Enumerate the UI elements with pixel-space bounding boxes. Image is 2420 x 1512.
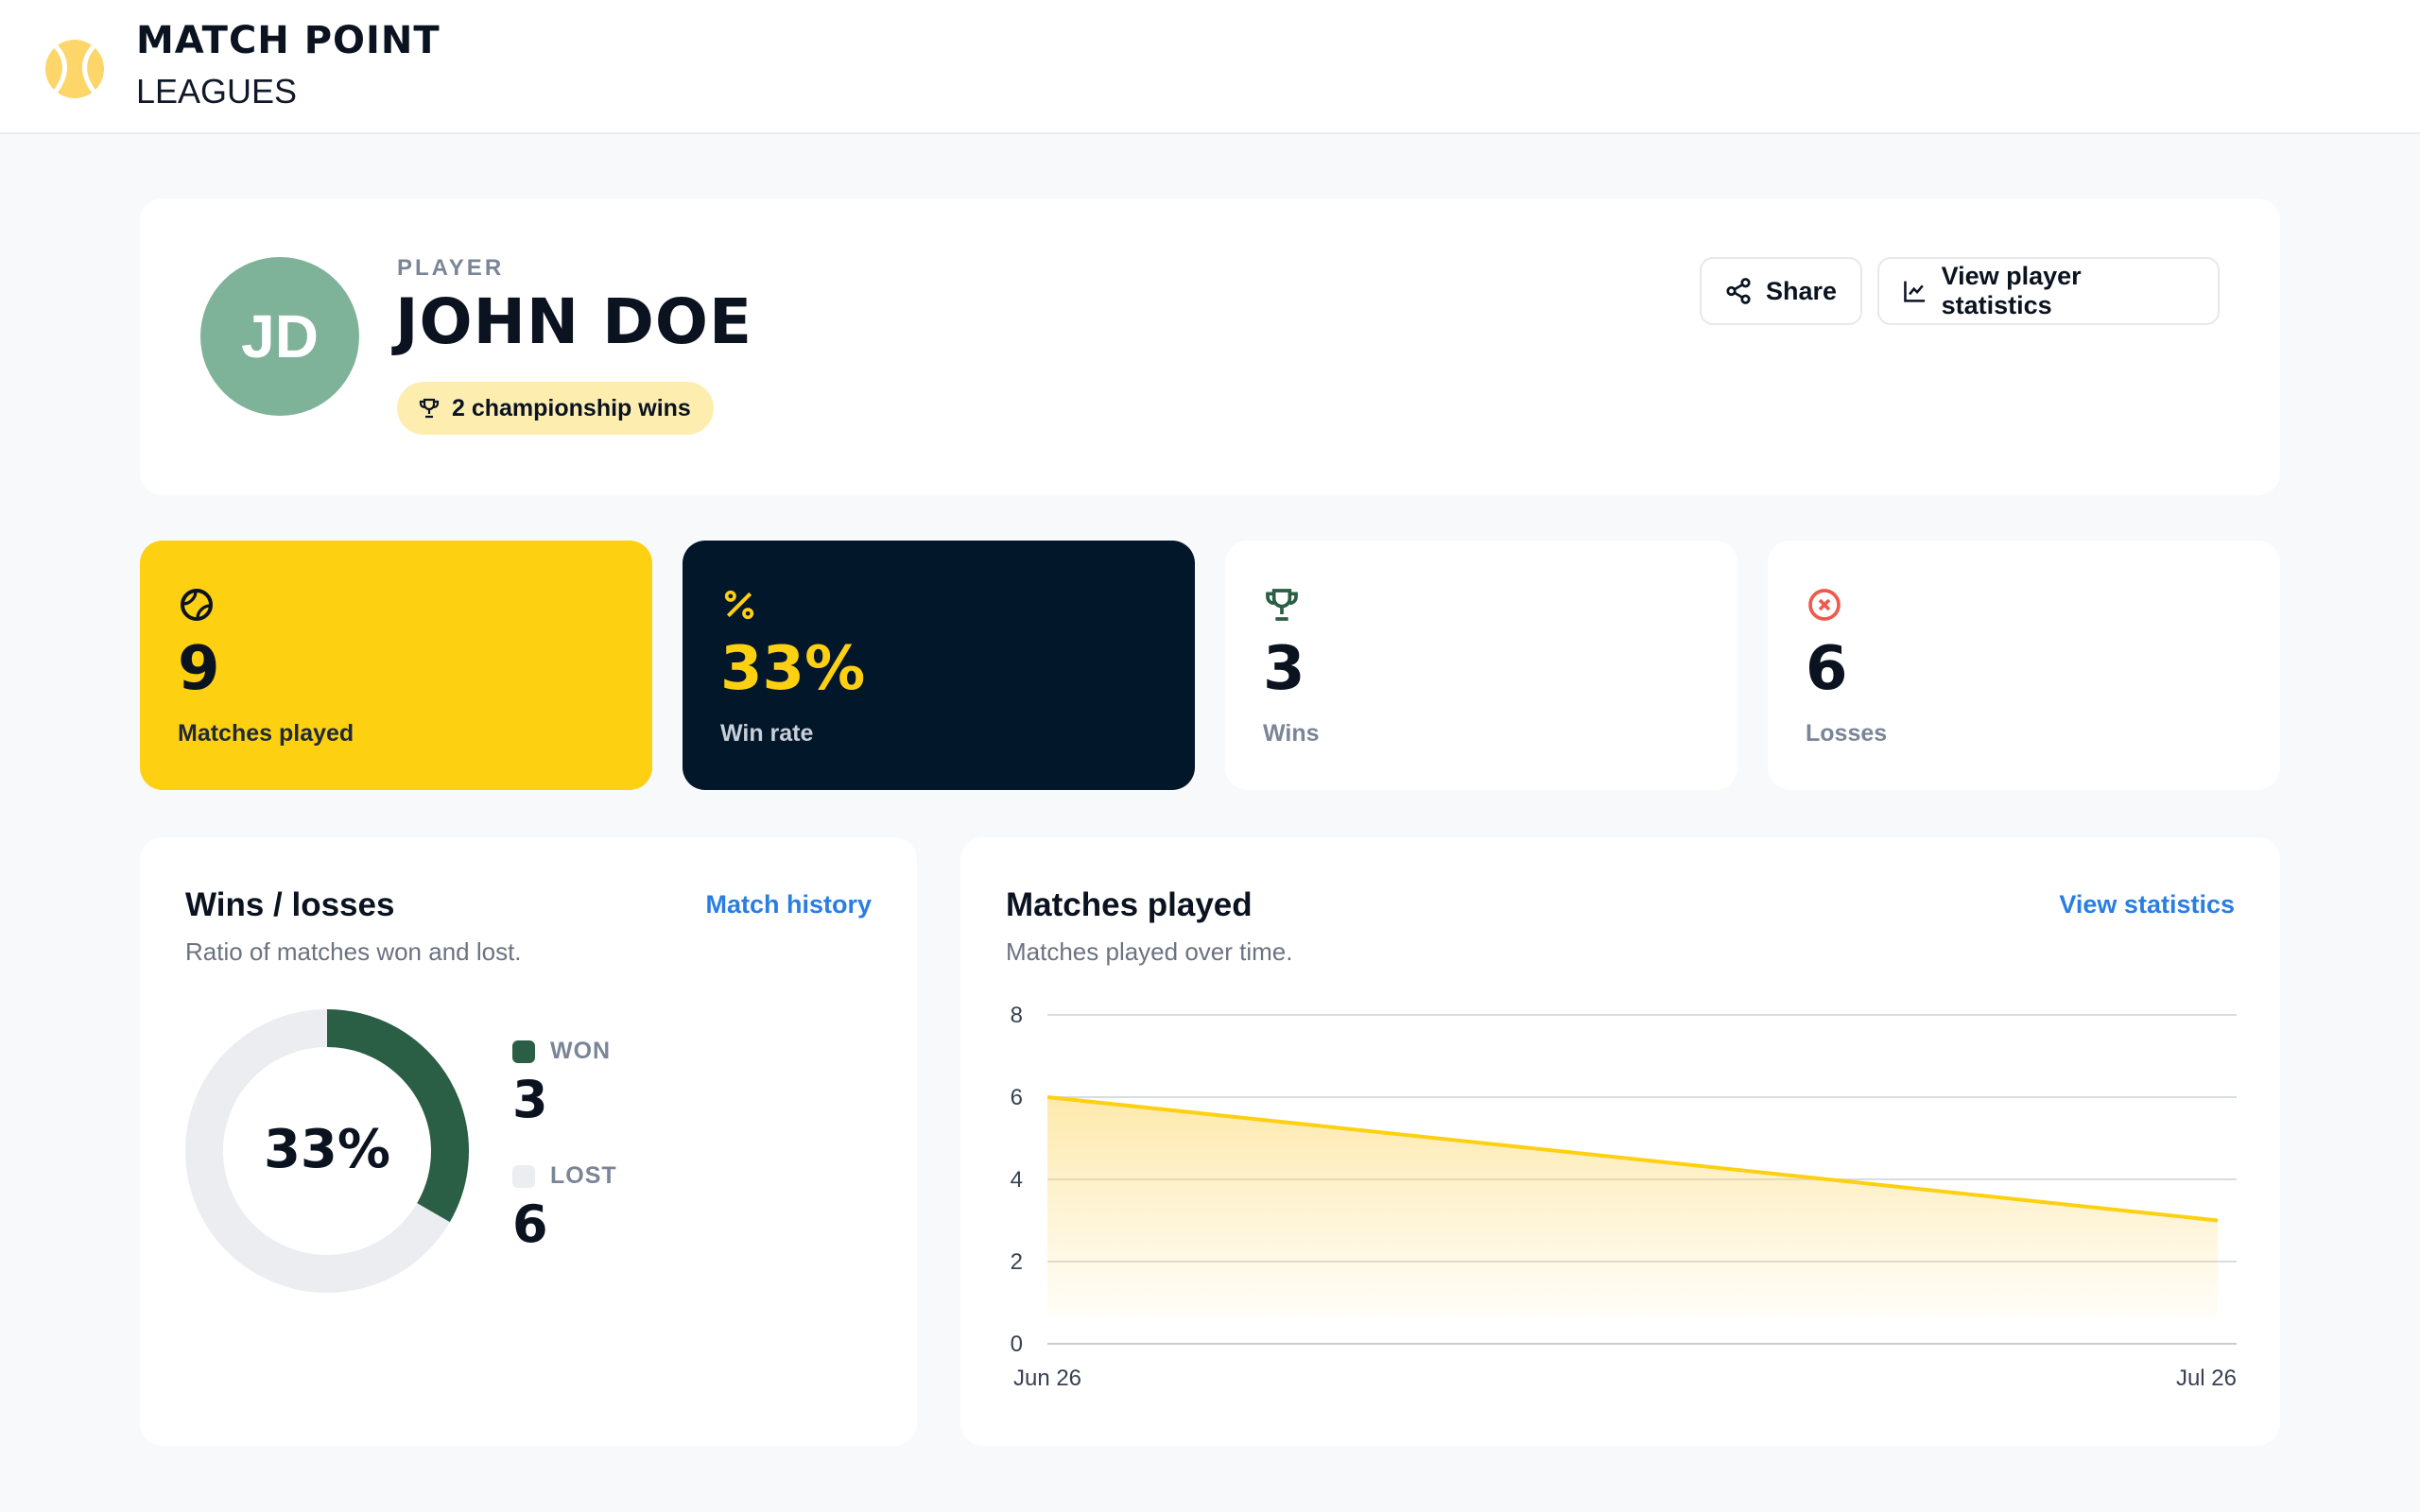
y-tick-label: 2: [1011, 1249, 1023, 1275]
tennis-ball-icon[interactable]: [43, 38, 106, 100]
trophy-icon: [1266, 589, 1298, 621]
legend-lost: LOST 6: [512, 1162, 617, 1250]
stat-card-win-rate: 33% Win rate: [683, 541, 1195, 790]
player-profile-card: JD PLAYER JOHN DOE 2 championship wins S…: [140, 198, 2280, 495]
top-bar: MATCH POINT LEAGUES: [0, 0, 2420, 134]
donut-center-label: 33%: [263, 1119, 391, 1180]
x-tick-label: Jun 26: [1013, 1366, 1081, 1391]
x-circle-icon: [1808, 589, 1841, 621]
championship-badge-label: 2 championship wins: [452, 394, 691, 421]
stat-card-matches-played: 9 Matches played: [140, 541, 652, 790]
share-icon: [1726, 278, 1751, 304]
win-loss-donut-chart: [185, 1009, 469, 1293]
wins-losses-card: Wins / losses Ratio of matches won and l…: [140, 837, 917, 1446]
stat-label: Win rate: [720, 720, 814, 747]
brand-subtitle: LEAGUES: [136, 72, 298, 111]
line-chart-icon: [1904, 281, 1926, 302]
wins-losses-title: Wins / losses: [185, 886, 395, 923]
trophy-icon: [419, 398, 440, 419]
stat-card-wins: 3 Wins: [1225, 541, 1737, 790]
stat-value: 6: [1806, 634, 1848, 704]
view-statistics-link[interactable]: View statistics: [2059, 890, 2235, 919]
tennis-ball-icon: [181, 589, 213, 621]
match-history-link[interactable]: Match history: [705, 890, 872, 919]
donut-slice-won: [185, 1009, 469, 1293]
y-tick-label: 0: [1011, 1332, 1023, 1357]
view-player-statistics-label: View player statistics: [1941, 262, 2082, 319]
championship-badge: 2 championship wins: [397, 382, 714, 435]
player-name: JOHN DOE: [395, 285, 753, 358]
wins-losses-subtitle: Ratio of matches won and lost.: [185, 937, 522, 966]
stat-label: Wins: [1263, 720, 1320, 747]
avatar: JD: [200, 257, 359, 416]
matches-played-title: Matches played: [1006, 886, 1253, 923]
matches-played-subtitle: Matches played over time.: [1006, 937, 1293, 966]
legend-lost-swatch: [512, 1164, 535, 1188]
series-line: [1046, 1095, 2219, 1223]
y-tick-label: 4: [1011, 1167, 1023, 1193]
matches-played-area-chart: 0 2 4 6 8 Jun 26 Jul 26: [1011, 1003, 2237, 1391]
legend-won: WON 3: [512, 1038, 611, 1125]
stat-value: 33%: [720, 634, 866, 704]
legend-won-value: 3: [512, 1070, 548, 1129]
stat-label: Matches played: [178, 720, 354, 747]
stat-label: Losses: [1806, 720, 1888, 747]
brand-name[interactable]: MATCH POINT: [136, 19, 441, 62]
y-tick-label: 6: [1011, 1085, 1023, 1110]
legend-won-label: WON: [550, 1038, 612, 1064]
percent-icon: [724, 590, 754, 620]
stat-card-losses: 6 Losses: [1768, 541, 2280, 790]
view-player-statistics-button[interactable]: View player statistics: [1877, 257, 2220, 325]
series-area: [1047, 1097, 2218, 1317]
legend-lost-value: 6: [512, 1194, 548, 1254]
stat-value: 3: [1263, 634, 1305, 704]
share-button-label: Share: [1766, 276, 1838, 305]
share-button[interactable]: Share: [1700, 257, 1862, 325]
stat-value: 9: [178, 634, 220, 704]
matches-played-card: Matches played Matches played over time.…: [960, 837, 2280, 1446]
y-tick-label: 8: [1011, 1003, 1023, 1028]
x-tick-label: Jul 26: [2176, 1366, 2237, 1391]
legend-won-swatch: [512, 1040, 535, 1063]
player-role-label: PLAYER: [397, 255, 505, 281]
legend-lost-label: LOST: [550, 1162, 617, 1189]
